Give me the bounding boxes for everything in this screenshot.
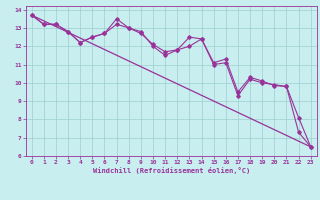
X-axis label: Windchill (Refroidissement éolien,°C): Windchill (Refroidissement éolien,°C) [92,167,250,174]
